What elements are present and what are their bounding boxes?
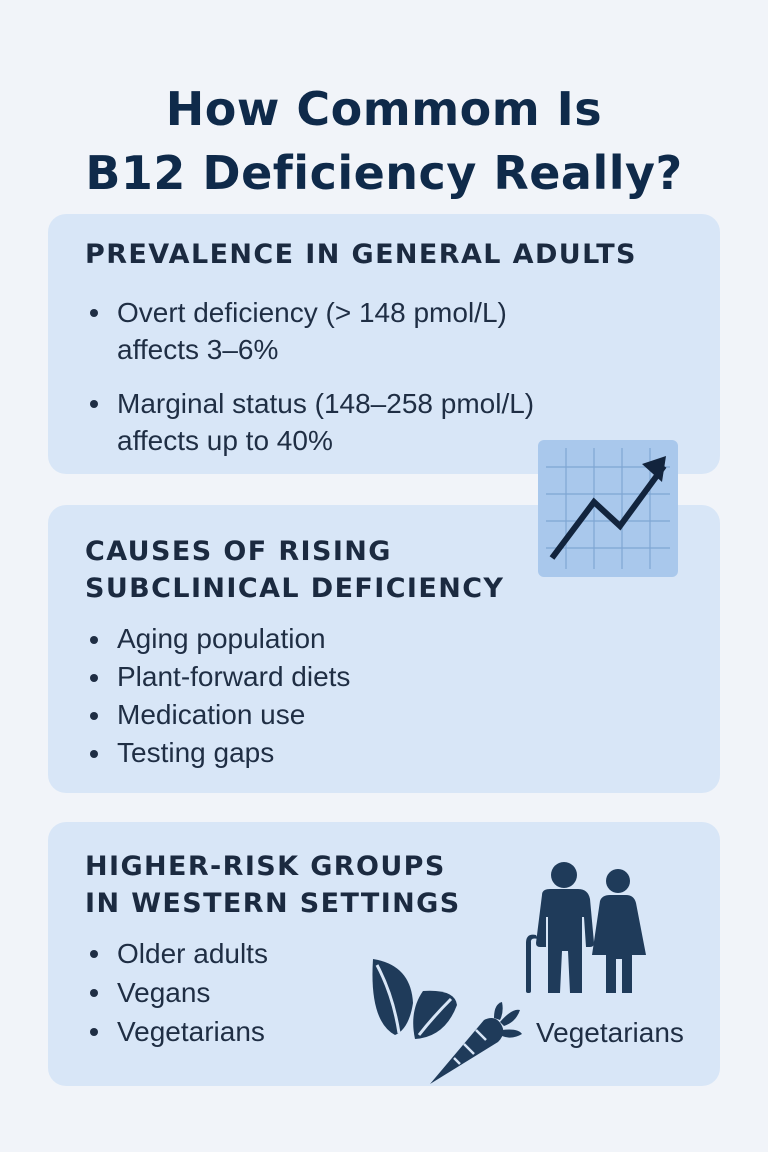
older-couple-icon — [526, 862, 646, 993]
causes-heading-line-2: SUBCLINICAL DEFICIENCY — [85, 573, 505, 604]
causes-list: Aging population Plant-forward diets Med… — [85, 620, 350, 772]
leaves-icon — [372, 959, 457, 1039]
causes-heading-line-1: CAUSES OF RISING — [85, 536, 392, 567]
list-item: Plant-forward diets — [85, 658, 350, 696]
list-item: Testing gaps — [85, 734, 350, 772]
vegetarians-icon-caption: Vegetarians — [536, 1017, 684, 1048]
list-item: Vegans — [85, 973, 268, 1012]
prevalence-list: Overt deficiency (> 148 pmol/L) affects … — [85, 294, 534, 476]
list-item: Aging population — [85, 620, 350, 658]
list-item: Vegetarians — [85, 1012, 268, 1051]
list-item-line: Marginal status (148–258 pmol/L) — [117, 388, 535, 419]
risk-groups-heading-line-2: IN WESTERN SETTINGS — [85, 888, 461, 919]
page-title-line-1: How Commom Is — [165, 81, 603, 136]
trend-chart-icon — [538, 440, 678, 577]
risk-groups-heading: HIGHER-RISK GROUPS IN WESTERN SETTINGS — [85, 848, 461, 922]
list-item: Older adults — [85, 934, 268, 973]
list-item: Marginal status (148–258 pmol/L) affects… — [85, 385, 534, 459]
causes-heading: CAUSES OF RISING SUBCLINICAL DEFICIENCY — [85, 533, 504, 607]
risk-groups-list: Older adults Vegans Vegetarians — [85, 934, 268, 1051]
list-item-line: affects up to 40% — [117, 425, 333, 456]
carrot-icon — [430, 1002, 522, 1084]
list-item-line: Overt deficiency (> 148 pmol/L) — [117, 297, 507, 328]
prevalence-heading: PREVALENCE IN GENERAL ADULTS — [85, 239, 637, 270]
prevalence-card: PREVALENCE IN GENERAL ADULTS Overt defic… — [48, 214, 720, 474]
risk-groups-heading-line-1: HIGHER-RISK GROUPS — [85, 851, 446, 882]
list-item: Overt deficiency (> 148 pmol/L) affects … — [85, 294, 534, 368]
list-item-line: affects 3–6% — [117, 334, 279, 365]
page-title-line-2: B12 Deficiency Really? — [85, 145, 683, 200]
list-item: Medication use — [85, 696, 350, 734]
page-title: How Commom Is B12 Deficiency Really? — [0, 77, 768, 205]
